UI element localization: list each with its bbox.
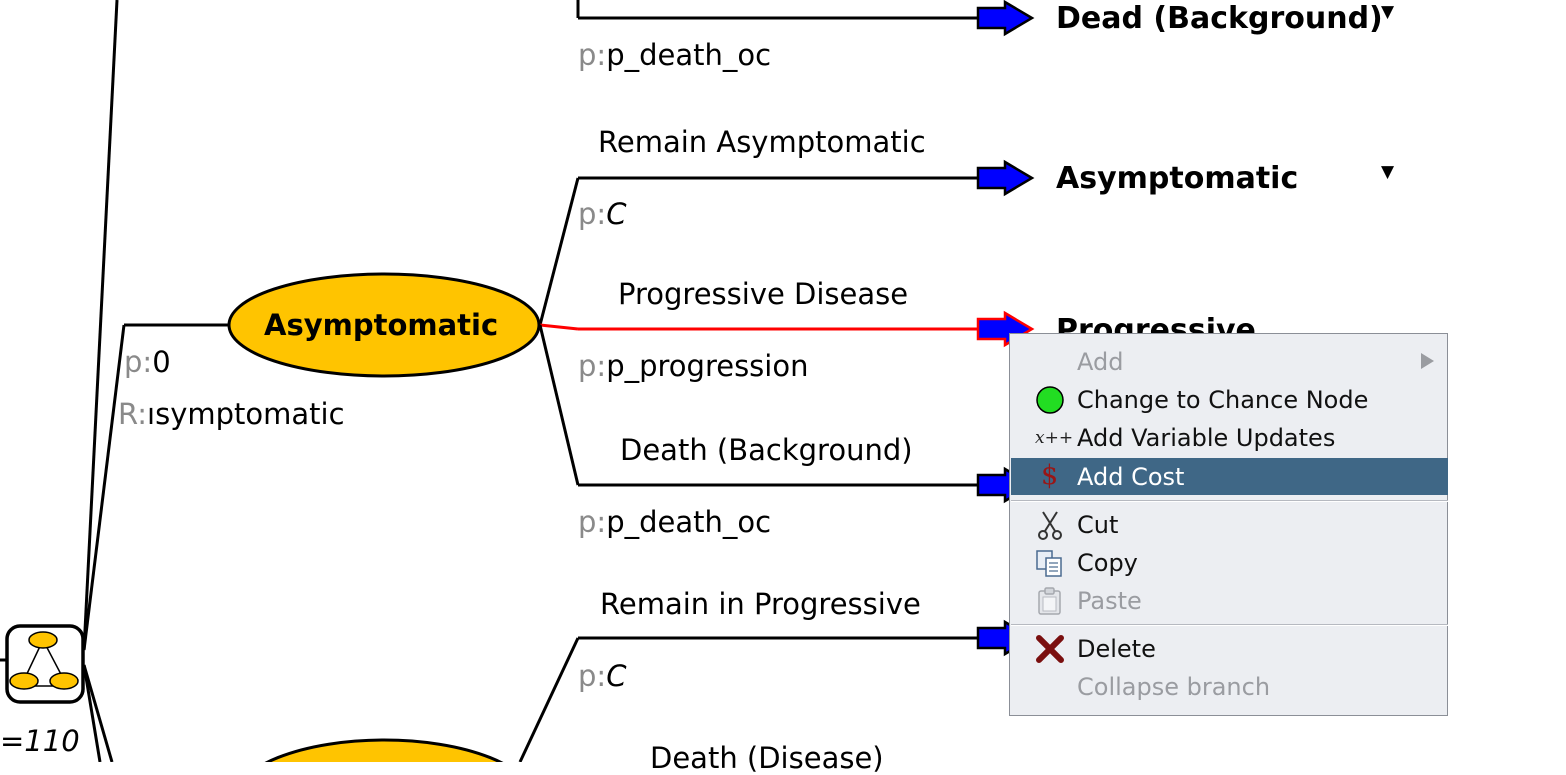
branch-label-death-disease[interactable]: Death (Disease) bbox=[650, 741, 884, 775]
delete-x-icon bbox=[1036, 635, 1064, 663]
menu-separator bbox=[1011, 624, 1448, 626]
context-menu: Add Change to Chance Node x++ Add Variab… bbox=[1009, 333, 1448, 716]
scissors-icon bbox=[1038, 511, 1062, 540]
state-node-label[interactable]: Asymptomatic bbox=[264, 308, 499, 342]
dollar-icon: $ bbox=[1041, 460, 1059, 491]
menu-item-collapse-branch[interactable]: Collapse branch bbox=[1011, 668, 1448, 705]
branch-remain-progressive-diag bbox=[518, 637, 580, 762]
collapse-toggle-icon[interactable]: ▼ bbox=[1381, 2, 1395, 22]
prob-label-progressive-disease[interactable]: p:p_progression bbox=[578, 349, 809, 383]
state-node-reward[interactable]: R:ısymptomatic bbox=[118, 397, 345, 431]
menu-item-label: Cut bbox=[1077, 511, 1119, 539]
menu-item-label: Change to Chance Node bbox=[1077, 386, 1369, 414]
branch-line-to-state bbox=[82, 324, 126, 651]
menu-item-add[interactable]: Add bbox=[1011, 343, 1448, 380]
prob-label-remain-progressive[interactable]: p:C bbox=[578, 659, 627, 693]
menu-item-label: Add bbox=[1077, 348, 1124, 376]
menu-item-cut[interactable]: Cut bbox=[1011, 506, 1448, 543]
menu-item-label: Copy bbox=[1077, 549, 1138, 577]
collapse-toggle-icon[interactable]: ▼ bbox=[1381, 162, 1395, 182]
branch-label-progressive-disease[interactable]: Progressive Disease bbox=[618, 277, 909, 311]
menu-item-label: Add Variable Updates bbox=[1077, 424, 1336, 452]
lower-branch-line-1 bbox=[82, 664, 102, 762]
branch-remain-asymptomatic-diag bbox=[538, 177, 580, 326]
prob-label-remain-asymptomatic[interactable]: p:C bbox=[578, 197, 627, 231]
lower-branch-line-2 bbox=[82, 664, 114, 762]
terminal-arrow-asymptomatic[interactable] bbox=[976, 159, 1035, 197]
branch-death-bg-diag bbox=[538, 324, 580, 486]
menu-item-label: Collapse branch bbox=[1077, 673, 1271, 701]
menu-item-delete[interactable]: Delete bbox=[1011, 630, 1448, 667]
menu-item-add-cost[interactable]: $ Add Cost bbox=[1011, 458, 1448, 495]
branch-label-remain-progressive[interactable]: Remain in Progressive bbox=[600, 587, 921, 621]
branch-progressive-diag bbox=[539, 323, 579, 331]
state-node-prob[interactable]: p:0 bbox=[124, 345, 171, 379]
submenu-arrow-icon bbox=[1421, 353, 1434, 369]
branch-label-remain-asymptomatic[interactable]: Remain Asymptomatic bbox=[598, 125, 926, 159]
top-terminal-arrow[interactable] bbox=[976, 0, 1035, 37]
paste-icon bbox=[1038, 587, 1061, 615]
menu-item-label: Delete bbox=[1077, 635, 1156, 663]
menu-item-change-to-chance-node[interactable]: Change to Chance Node bbox=[1011, 381, 1448, 418]
menu-item-add-variable-updates[interactable]: x++ Add Variable Updates bbox=[1011, 419, 1448, 456]
trunk-line bbox=[82, 0, 119, 651]
terminal-label-dead-background[interactable]: Dead (Background) bbox=[1056, 1, 1383, 36]
terminal-label-asymptomatic[interactable]: Asymptomatic bbox=[1056, 161, 1299, 196]
variable-update-icon: x++ bbox=[1035, 428, 1074, 448]
branch-label-death-background[interactable]: Death (Background) bbox=[620, 433, 913, 467]
prob-label-top[interactable]: p:p_death_oc bbox=[578, 38, 772, 72]
menu-item-label: Add Cost bbox=[1077, 463, 1185, 491]
prob-label-death-background[interactable]: p:p_death_oc bbox=[578, 505, 772, 539]
state-node-asymptomatic[interactable] bbox=[227, 272, 541, 378]
markov-node-caption: =110 bbox=[0, 724, 80, 758]
state-node-progressive-partial[interactable] bbox=[234, 738, 534, 762]
markov-node-icon[interactable] bbox=[5, 624, 85, 704]
menu-item-paste[interactable]: Paste bbox=[1011, 582, 1448, 619]
menu-separator bbox=[1011, 500, 1448, 502]
green-circle-icon bbox=[1036, 386, 1064, 414]
menu-item-label: Paste bbox=[1077, 587, 1142, 615]
menu-item-copy[interactable]: Copy bbox=[1011, 544, 1448, 581]
copy-icon bbox=[1036, 550, 1062, 577]
